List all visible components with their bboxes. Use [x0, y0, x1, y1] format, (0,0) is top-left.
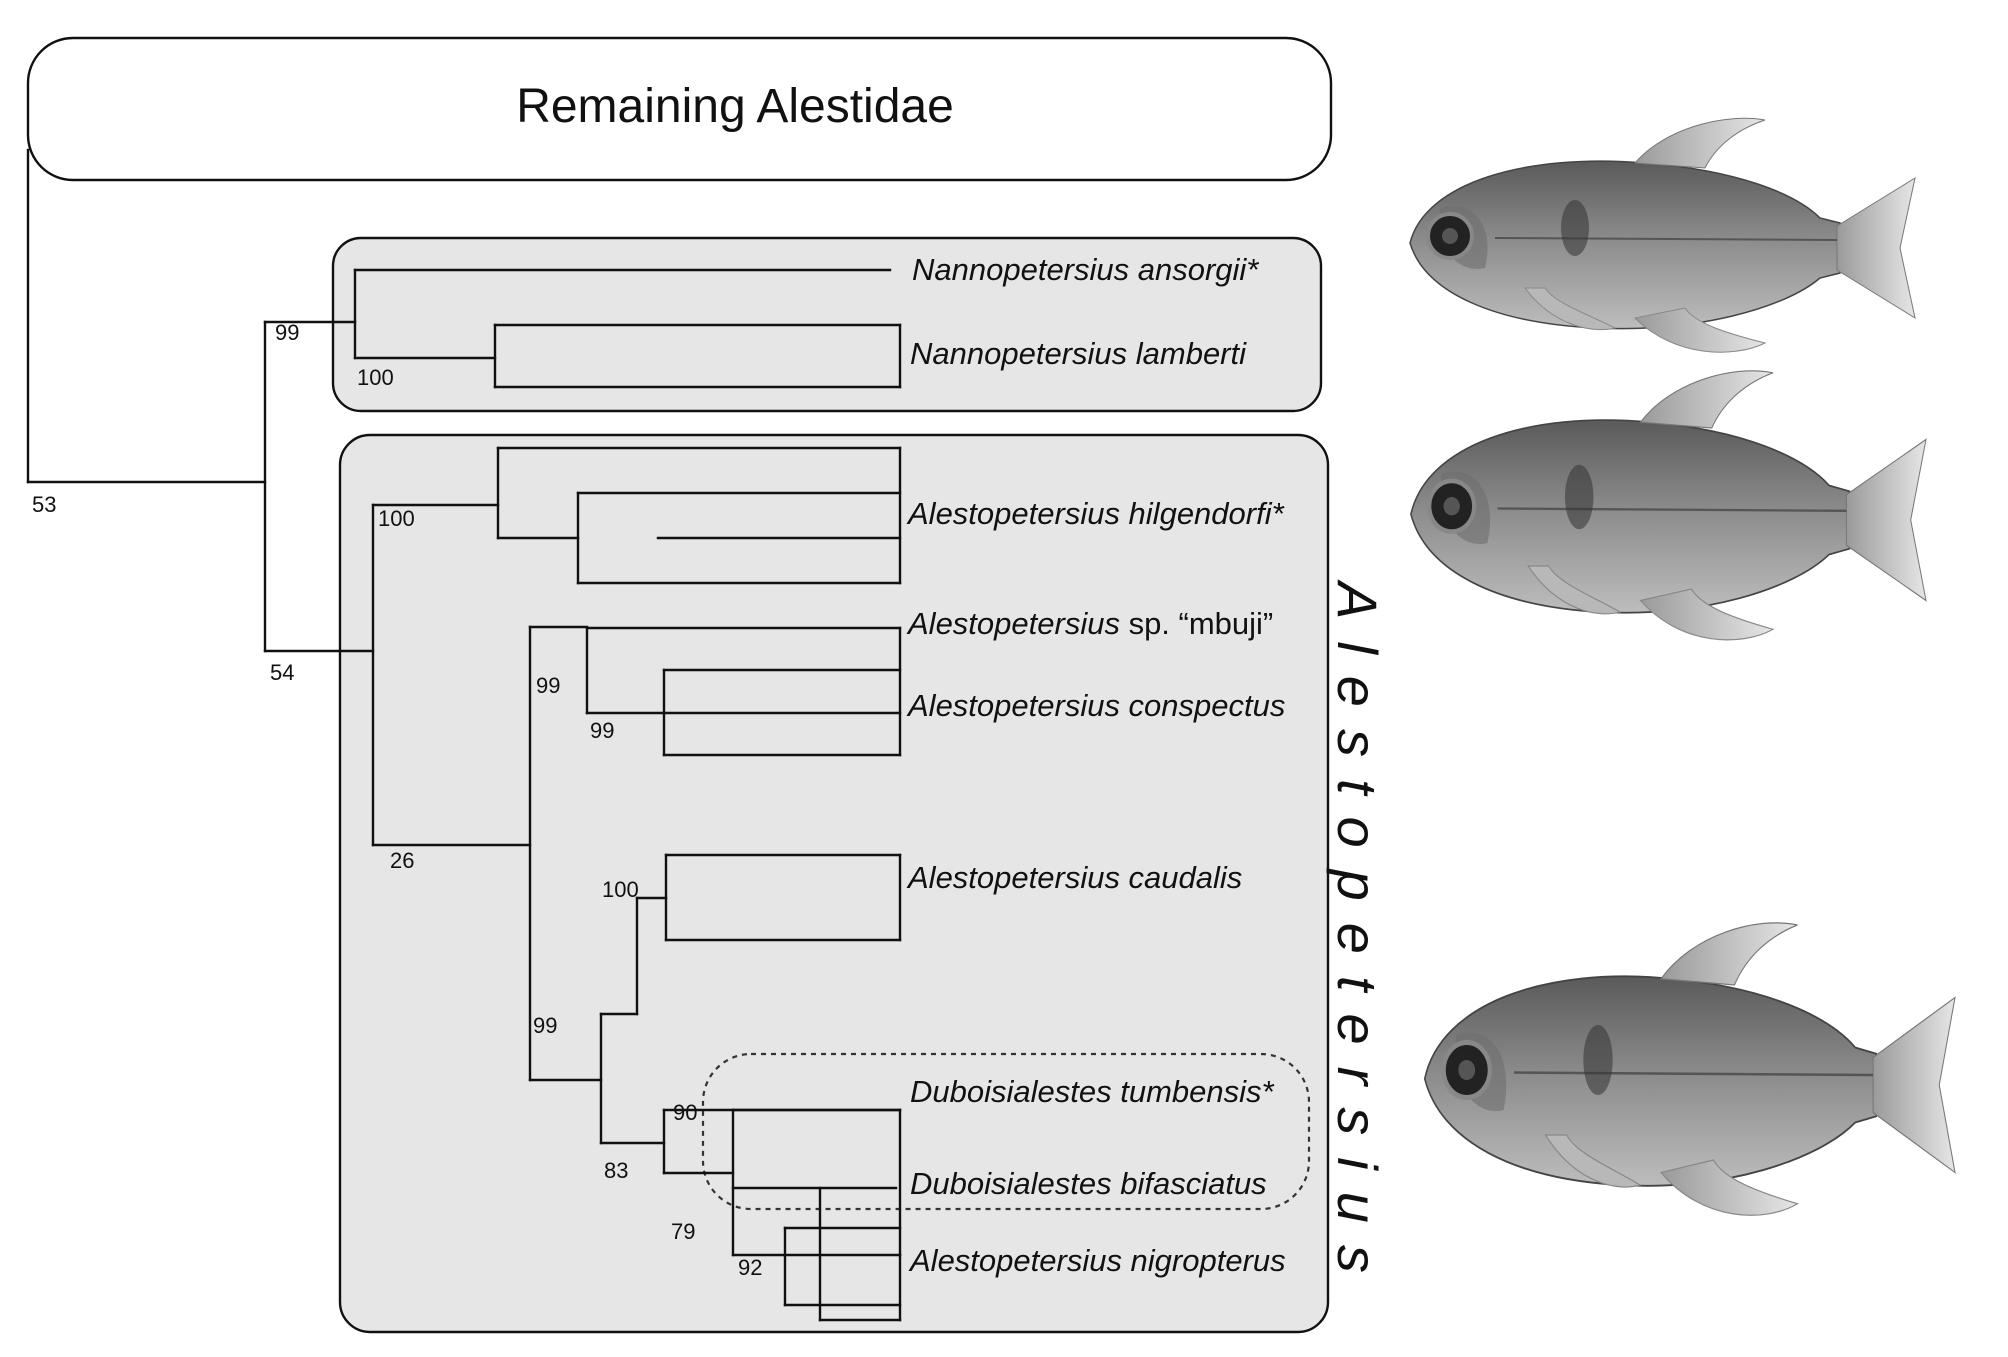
taxon-label-part: Duboisialestes bifasciatus — [910, 1166, 1267, 1201]
support-value: 92 — [738, 1255, 762, 1280]
fish-photo — [1411, 371, 1926, 640]
support-value: 53 — [32, 492, 56, 517]
support-value: 83 — [604, 1158, 628, 1183]
taxon-label-part: sp. “mbuji” — [1120, 606, 1273, 641]
support-value: 99 — [533, 1013, 557, 1038]
taxon-label: Nannopetersius ansorgii* — [912, 252, 1259, 287]
taxon-label: Alestopetersius conspectus — [906, 688, 1285, 723]
taxon-label: Alestopetersius sp. “mbuji” — [906, 606, 1273, 641]
taxon-label-part: Alestopetersius hilgendorfi* — [906, 496, 1285, 531]
outgroup-box — [26, 36, 1333, 182]
support-value: 99 — [275, 320, 299, 345]
outgroup-box-label: Remaining Alestidae — [516, 80, 954, 133]
taxon-label-part: Alestopetersius caudalis — [906, 860, 1242, 895]
clade-box-duboisialestes — [701, 1052, 1311, 1211]
support-value: 100 — [357, 365, 394, 390]
support-value: 100 — [602, 877, 639, 902]
support-value: 99 — [536, 673, 560, 698]
support-value: 100 — [378, 506, 415, 531]
taxon-label-part: Duboisialestes tumbensis* — [910, 1074, 1275, 1109]
support-value: 99 — [590, 718, 614, 743]
taxon-label: Duboisialestes tumbensis* — [910, 1074, 1275, 1109]
taxon-label-part: Nannopetersius lamberti — [910, 336, 1247, 371]
taxon-label-part: Alestopetersius — [906, 606, 1120, 641]
support-value: 26 — [390, 848, 414, 873]
taxon-label-part: Alestopetersius conspectus — [906, 688, 1285, 723]
fish-photo — [1425, 923, 1955, 1215]
support-value: 79 — [671, 1219, 695, 1244]
taxon-label-part: Alestopetersius nigropterus — [908, 1243, 1286, 1278]
taxon-label: Alestopetersius hilgendorfi* — [906, 496, 1285, 531]
tree-branches — [26, 148, 902, 1322]
taxon-label: Alestopetersius nigropterus — [908, 1243, 1286, 1278]
taxon-label: Duboisialestes bifasciatus — [910, 1166, 1267, 1201]
taxon-label-part: Nannopetersius ansorgii* — [912, 252, 1259, 287]
taxon-label: Nannopetersius lamberti — [910, 336, 1247, 371]
support-value: 90 — [673, 1100, 697, 1125]
genus-label: Alestopetersius — [1326, 579, 1389, 1295]
support-value: 54 — [270, 660, 294, 685]
fish-photo — [1408, 116, 1917, 355]
taxon-label: Alestopetersius caudalis — [906, 860, 1242, 895]
